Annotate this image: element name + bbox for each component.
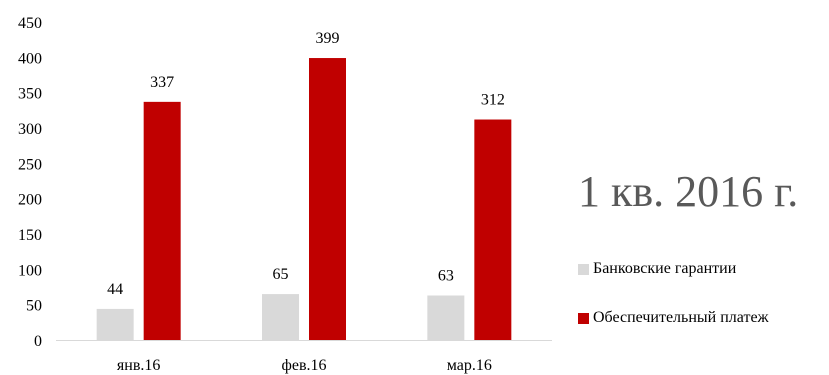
y-tick-label: 400 — [18, 50, 42, 67]
bars — [96, 58, 512, 341]
data-label: 337 — [150, 74, 174, 91]
data-label: 65 — [273, 266, 289, 283]
y-tick-label: 0 — [34, 333, 42, 350]
legend-label-bank-guarantees: Банковские гарантии — [593, 260, 737, 277]
x-axis: янв.16 фев.16 мар.16 — [56, 340, 552, 374]
bar — [427, 295, 465, 340]
bar — [474, 119, 512, 341]
legend-swatch-bank-guarantees — [578, 263, 589, 275]
bar — [96, 308, 134, 340]
y-tick-label: 150 — [18, 227, 42, 244]
data-label: 399 — [316, 30, 340, 47]
y-tick-label: 50 — [26, 298, 42, 315]
y-tick-label: 100 — [18, 262, 42, 279]
legend: Банковские гарантии Обеспечительный плат… — [578, 258, 769, 356]
x-tick-label: фев.16 — [281, 357, 326, 374]
data-labels: 44 337 65 399 63 312 — [107, 30, 505, 298]
y-tick-label: 350 — [18, 86, 42, 103]
legend-item-bank-guarantees: Банковские гарантии — [578, 258, 769, 280]
legend-swatch-security-payment — [578, 312, 589, 324]
data-label: 44 — [107, 281, 123, 298]
bar — [262, 294, 299, 340]
bar — [309, 58, 346, 340]
y-tick-label: 200 — [18, 192, 42, 209]
data-label: 312 — [481, 92, 505, 109]
bar — [143, 101, 181, 340]
legend-item-security-payment: Обеспечительный платеж — [578, 307, 769, 329]
y-tick-label: 250 — [18, 156, 42, 173]
y-tick-label: 450 — [18, 15, 42, 32]
legend-label-security-payment: Обеспечительный платеж — [593, 309, 769, 326]
x-tick-label: мар.16 — [447, 357, 492, 374]
y-tick-label: 300 — [18, 121, 42, 138]
x-tick-label: янв.16 — [117, 357, 160, 374]
y-axis: 0 50 100 150 200 250 300 350 400 450 — [18, 15, 42, 350]
chart-title: 1 кв. 2016 г. — [578, 167, 799, 216]
data-label: 63 — [438, 267, 454, 284]
